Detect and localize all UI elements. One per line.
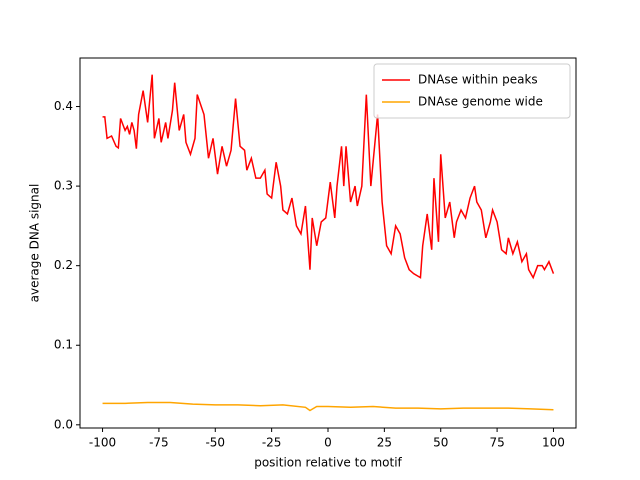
x-tick-label: 25 [377, 436, 392, 450]
series-line [102, 74, 555, 280]
x-tick-label: -100 [89, 436, 116, 450]
x-tick-label: -25 [262, 436, 282, 450]
legend-box [373, 63, 571, 119]
x-tick-label: -50 [205, 436, 225, 450]
x-tick-label: -75 [149, 436, 169, 450]
y-tick-label: 0.1 [54, 338, 73, 352]
x-tick-label: 50 [433, 436, 448, 450]
x-tick-label: 0 [324, 436, 332, 450]
y-tick-label: 0.0 [54, 417, 73, 431]
y-tick-label: 0.2 [54, 258, 73, 272]
series-line [102, 401, 554, 412]
y-tick-label: 0.3 [54, 179, 73, 193]
x-tick-label: 100 [542, 436, 565, 450]
x-axis-label: position relative to motif [254, 456, 402, 470]
legend-label: DNAse within peaks [418, 73, 538, 87]
x-tick-label: 75 [489, 436, 504, 450]
y-axis-label: average DNA signal [28, 184, 42, 303]
legend-label: DNAse genome wide [418, 95, 543, 109]
y-tick-label: 0.4 [54, 99, 73, 113]
